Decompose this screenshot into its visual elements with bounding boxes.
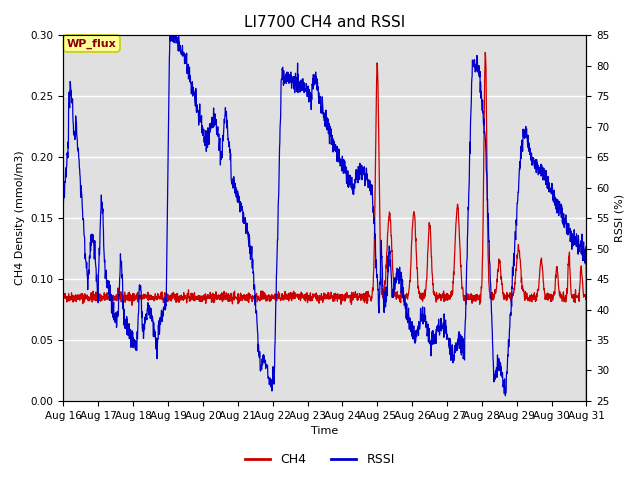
Legend: CH4, RSSI: CH4, RSSI — [240, 448, 400, 471]
Y-axis label: CH4 Density (mmol/m3): CH4 Density (mmol/m3) — [15, 151, 25, 286]
X-axis label: Time: Time — [311, 426, 339, 436]
Text: WP_flux: WP_flux — [67, 38, 116, 48]
Y-axis label: RSSI (%): RSSI (%) — [615, 194, 625, 242]
Title: LI7700 CH4 and RSSI: LI7700 CH4 and RSSI — [244, 15, 406, 30]
